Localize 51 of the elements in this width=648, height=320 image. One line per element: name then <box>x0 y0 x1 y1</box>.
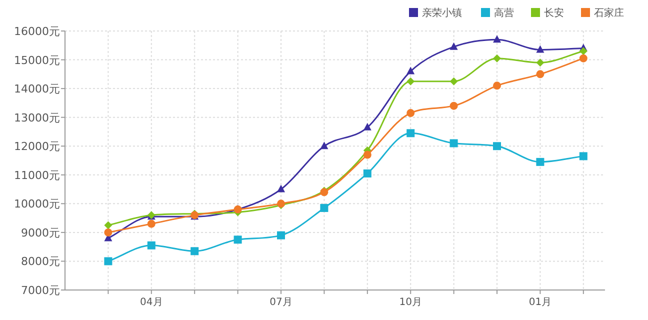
y-tick-label: 8000元 <box>21 255 60 268</box>
point <box>104 221 112 230</box>
point <box>536 58 544 67</box>
point <box>406 77 415 86</box>
y-tick-label: 7000元 <box>21 284 60 297</box>
y-tick-label: 9000元 <box>21 226 60 240</box>
point <box>147 220 156 228</box>
y-tick-label: 15000元 <box>14 54 60 67</box>
y-tick-label: 10000元 <box>14 198 60 211</box>
point <box>536 158 544 166</box>
point <box>363 122 372 130</box>
y-tick-label: 16000元 <box>14 25 60 38</box>
point <box>450 77 458 86</box>
y-tick-label: 14000元 <box>14 82 60 96</box>
point <box>579 152 588 160</box>
point <box>147 241 156 250</box>
point <box>493 54 501 62</box>
point <box>277 231 285 240</box>
point <box>104 257 112 266</box>
point <box>104 228 112 236</box>
y-tick-label: 11000元 <box>14 168 60 182</box>
point <box>536 70 544 78</box>
point <box>190 247 199 256</box>
y-tick-label: 12000元 <box>14 140 60 154</box>
legend-label: 长安 <box>544 7 564 19</box>
point <box>579 47 588 56</box>
point <box>450 42 458 50</box>
point <box>277 184 285 192</box>
point <box>450 102 458 110</box>
point <box>234 236 242 244</box>
legend-label: 高营 <box>494 7 514 19</box>
point <box>406 66 415 74</box>
point <box>363 150 372 159</box>
legend-label: 亲荣小镇 <box>422 7 462 19</box>
x-tick-label: 10月 <box>399 297 422 308</box>
legend-label: 石家庄 <box>594 7 624 19</box>
point <box>493 35 501 43</box>
point <box>363 169 372 178</box>
point <box>406 109 415 118</box>
point <box>493 82 501 90</box>
x-tick-label: 01月 <box>528 297 552 308</box>
point <box>493 142 501 150</box>
point <box>320 142 328 150</box>
point <box>320 204 328 212</box>
point <box>450 139 458 148</box>
point <box>579 54 588 62</box>
point <box>406 129 415 138</box>
point <box>536 45 544 53</box>
x-tick-label: 07月 <box>270 297 292 308</box>
x-tick-label: 04月 <box>140 297 163 308</box>
y-tick-label: 13000元 <box>14 111 60 124</box>
